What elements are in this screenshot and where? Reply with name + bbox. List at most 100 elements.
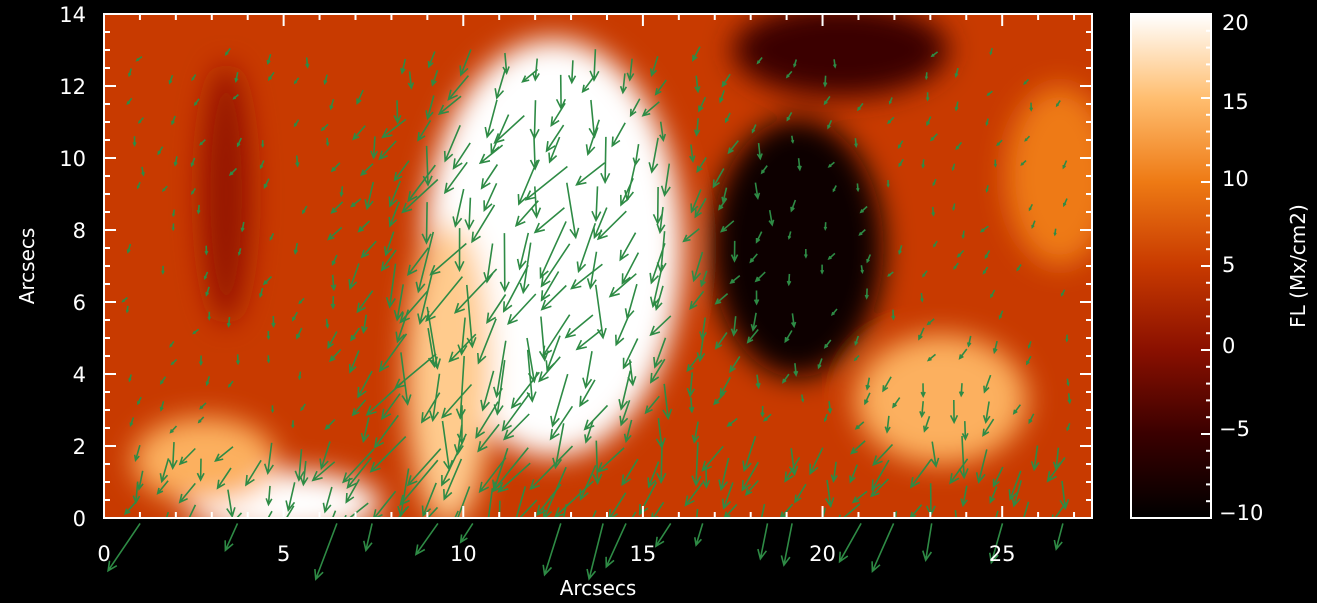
velocity-arrow — [627, 359, 637, 387]
velocity-vectors — [121, 46, 1072, 518]
velocity-arrow — [850, 440, 866, 455]
velocity-arrow — [483, 182, 498, 212]
velocity-arrow — [827, 401, 833, 414]
field-region — [1005, 86, 1092, 266]
velocity-arrow — [1059, 480, 1070, 511]
velocity-arrow — [958, 348, 968, 360]
velocity-arrow — [656, 231, 667, 274]
velocity-arrow — [686, 372, 696, 398]
velocity-arrow — [596, 210, 627, 241]
velocity-arrow — [923, 415, 931, 433]
y-axis-tick-labels: 0 2 4 6 8 10 12 14 — [59, 3, 86, 531]
velocity-arrow — [477, 423, 500, 453]
field-region — [201, 64, 252, 324]
velocity-arrow — [393, 160, 410, 182]
velocity-arrow — [692, 46, 701, 62]
velocity-arrow — [721, 73, 731, 88]
velocity-arrow — [499, 233, 510, 293]
velocity-arrow — [483, 243, 494, 284]
velocity-arrow — [245, 459, 262, 487]
velocity-arrow — [925, 92, 930, 102]
velocity-arrow — [240, 221, 245, 233]
velocity-arrow — [719, 220, 735, 233]
velocity-arrow — [486, 294, 507, 325]
velocity-arrow — [360, 417, 370, 444]
velocity-arrow — [853, 354, 860, 362]
velocity-arrow — [619, 400, 631, 427]
velocity-arrow — [126, 243, 132, 254]
velocity-arrow — [454, 228, 465, 273]
velocity-arrow — [348, 350, 360, 374]
velocity-arrow — [259, 160, 265, 170]
velocity-arrow — [619, 232, 637, 262]
velocity-arrow — [694, 523, 704, 547]
velocity-arrow — [920, 383, 926, 398]
velocity-arrow — [545, 124, 565, 153]
velocity-arrow — [549, 405, 574, 441]
velocity-arrow — [727, 140, 739, 155]
velocity-arrow — [477, 318, 497, 365]
velocity-arrow — [519, 242, 532, 295]
velocity-arrow — [443, 124, 461, 163]
velocity-arrow — [729, 355, 741, 374]
velocity-arrow — [162, 185, 168, 193]
colorbar-tick-label: 20 — [1222, 11, 1249, 35]
velocity-arrow — [524, 165, 568, 201]
velocity-arrow — [205, 376, 211, 387]
velocity-arrow — [427, 51, 436, 69]
velocity-arrow — [887, 116, 895, 125]
velocity-arrow — [860, 265, 864, 274]
velocity-arrow — [457, 317, 468, 356]
velocity-arrow — [982, 266, 989, 275]
velocity-arrow — [397, 468, 410, 518]
velocity-arrow — [126, 97, 133, 106]
velocity-arrow — [360, 314, 368, 334]
velocity-arrow — [443, 161, 468, 195]
velocity-arrow — [684, 482, 704, 507]
velocity-arrow — [425, 95, 435, 121]
velocity-arrow — [983, 374, 992, 394]
velocity-arrow — [790, 313, 797, 329]
velocity-arrow — [919, 401, 926, 419]
velocity-arrow — [471, 204, 496, 244]
velocity-arrow — [793, 363, 799, 377]
velocity-arrow — [1053, 523, 1064, 551]
velocity-arrow — [327, 331, 338, 350]
velocity-arrow — [295, 155, 300, 168]
velocity-arrow — [1016, 264, 1022, 272]
velocity-arrow — [751, 124, 757, 134]
velocity-arrow — [266, 53, 272, 66]
velocity-arrow — [459, 522, 474, 544]
velocity-arrow — [137, 396, 142, 406]
velocity-arrow — [1028, 203, 1034, 212]
velocity-arrow — [311, 461, 336, 482]
velocity-arrow — [493, 359, 506, 416]
velocity-arrow — [516, 232, 530, 271]
velocity-arrow — [553, 480, 594, 518]
field-region — [711, 118, 884, 378]
velocity-arrow — [373, 414, 399, 449]
velocity-arrow — [1029, 102, 1034, 112]
velocity-arrow — [989, 47, 993, 56]
velocity-arrow — [865, 377, 871, 391]
velocity-arrow — [399, 290, 429, 324]
velocity-arrow — [302, 205, 308, 215]
y-axis-label: Arcsecs — [15, 228, 39, 305]
velocity-arrow — [787, 231, 792, 240]
velocity-arrow — [298, 297, 305, 305]
velocity-arrow — [718, 198, 728, 211]
velocity-arrow — [926, 318, 935, 326]
velocity-arrow — [1066, 423, 1071, 432]
velocity-arrow — [378, 333, 408, 373]
velocity-arrow — [502, 264, 529, 313]
velocity-arrow — [929, 133, 938, 142]
velocity-arrow — [293, 242, 299, 256]
velocity-arrow — [918, 327, 925, 341]
velocity-arrow — [660, 163, 671, 198]
velocity-arrow — [188, 504, 197, 518]
velocity-arrow — [214, 446, 234, 463]
velocity-arrow — [760, 405, 765, 418]
velocity-arrow — [800, 394, 805, 403]
velocity-arrow — [399, 459, 439, 507]
velocity-arrow — [689, 144, 696, 164]
